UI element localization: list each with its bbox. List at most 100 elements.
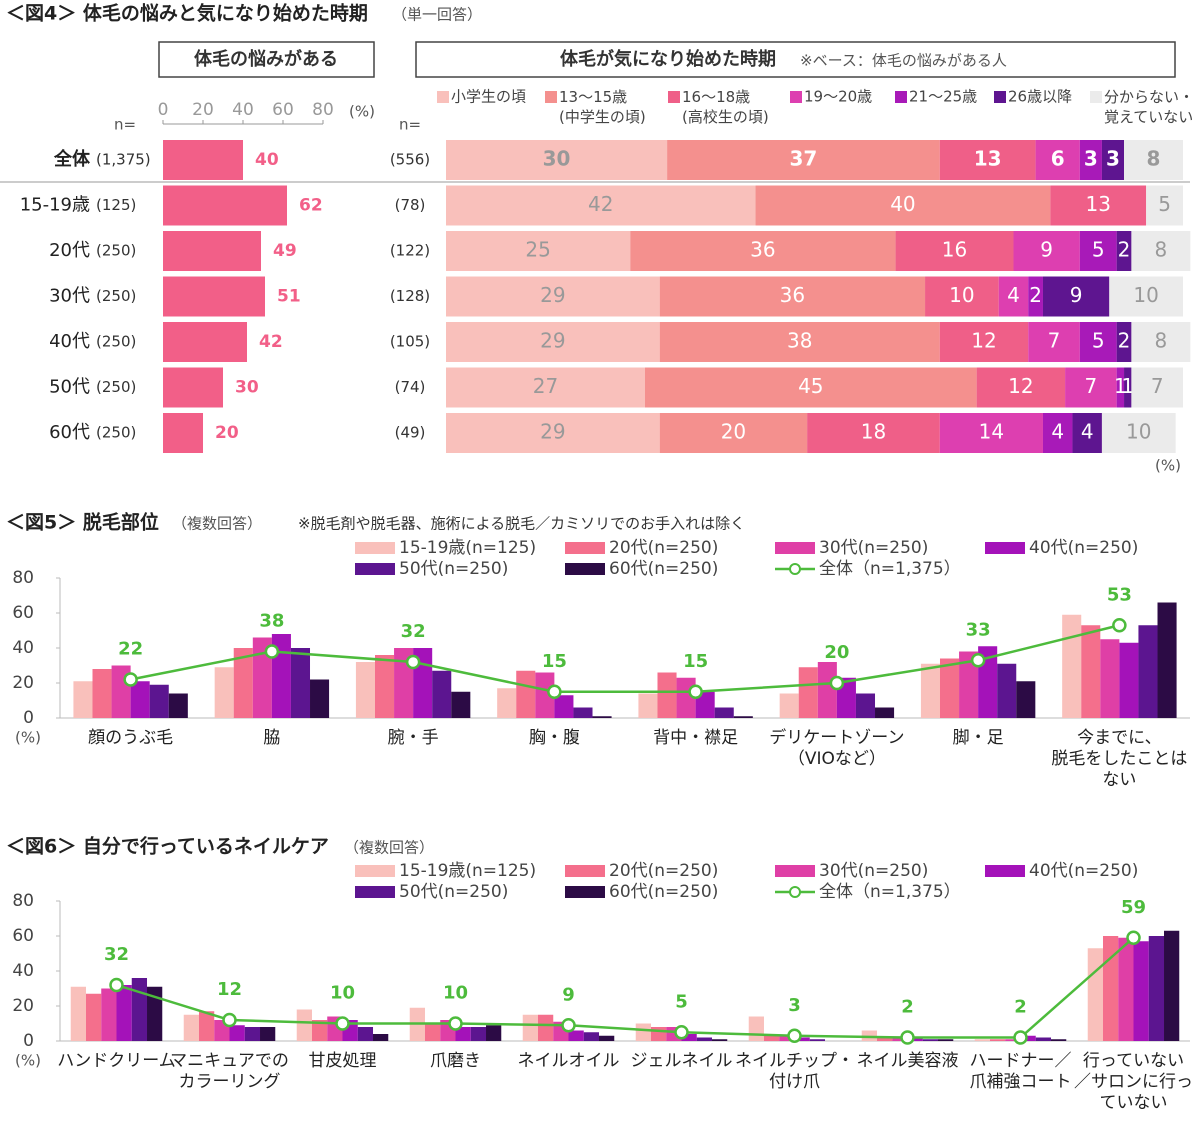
bar (424, 1023, 441, 1041)
point (829, 675, 845, 691)
bar (537, 1014, 554, 1041)
bar-segment (446, 413, 660, 453)
value-label: 20 (824, 642, 849, 663)
value-label: 62 (299, 196, 323, 216)
bar (809, 1039, 826, 1041)
legend-label: 15-19歳(n=125) (399, 538, 536, 558)
bar-segment (976, 367, 1066, 408)
bar (1062, 614, 1082, 718)
value-label: 51 (277, 287, 301, 307)
bar-segment (925, 276, 999, 317)
y-tick-label: 20 (12, 673, 34, 693)
point (900, 1030, 915, 1045)
bar (573, 707, 593, 718)
value-label: 13 (1086, 192, 1111, 216)
legend-swatch (565, 542, 605, 554)
n-value: (125) (96, 196, 136, 214)
bar-segment (1042, 413, 1073, 453)
legend-label: 30代(n=250) (819, 538, 928, 558)
bar-segment (939, 413, 1043, 453)
y-tick-label: 40 (12, 961, 34, 981)
bar (638, 693, 658, 718)
value-label: 12 (217, 979, 242, 1000)
bar (650, 1027, 667, 1041)
value-label: 45 (798, 374, 823, 398)
bar-segment (1101, 140, 1125, 180)
value-label: 16 (942, 238, 967, 262)
bar-segment (807, 413, 940, 453)
value-label: 3 (788, 995, 801, 1016)
legend-label: 40代(n=250) (1029, 861, 1138, 881)
y-tick-label: 60 (12, 926, 34, 946)
bar (131, 978, 148, 1041)
x-tick-label: ハンドクリーム (57, 1051, 176, 1071)
bar (1035, 1037, 1052, 1041)
value-label: 7 (1085, 374, 1098, 398)
bar (681, 1034, 697, 1041)
bar (198, 1011, 215, 1041)
bar (763, 1035, 780, 1041)
bar (311, 1020, 328, 1041)
value-label: 38 (787, 329, 812, 353)
value-label: 29 (540, 283, 565, 307)
bar-segment (1013, 231, 1080, 271)
bar-segment (755, 185, 1051, 226)
bar (290, 648, 311, 718)
value-label: 37 (790, 147, 818, 171)
bar (989, 1039, 1006, 1041)
point (547, 684, 562, 699)
bar (920, 663, 940, 718)
bar (714, 707, 734, 718)
legend-label: 20代(n=250) (609, 538, 718, 558)
legend-swatch (1090, 91, 1102, 103)
x-tick-label: ネイルチップ・付け爪 (735, 1051, 854, 1092)
value-label: 5 (1158, 192, 1171, 216)
value-label: 2 (1014, 997, 1027, 1018)
fig5-title: ＜図5＞ 脱毛部位 (6, 511, 159, 534)
bar-segment (1146, 185, 1183, 226)
bar (817, 662, 837, 718)
bar-segment (1131, 322, 1191, 362)
point (123, 672, 138, 687)
legend-swatch (565, 886, 605, 898)
value-label: 1 (1121, 374, 1134, 398)
bar (163, 140, 243, 180)
bar (233, 648, 253, 718)
bar (163, 367, 223, 408)
x-tick-label: 脇 (263, 728, 280, 748)
legend-label: 40代(n=250) (1029, 538, 1138, 558)
value-label: 3 (1106, 147, 1120, 171)
value-label: 32 (104, 944, 129, 965)
value-label: 20 (215, 423, 239, 443)
n-label: n= (399, 116, 421, 134)
n-value: (1,375) (96, 151, 151, 169)
legend-swatch (668, 91, 680, 103)
bar-segment (446, 367, 645, 408)
bar (214, 667, 234, 718)
bar-segment (1072, 413, 1102, 453)
legend-swatch (565, 865, 605, 877)
value-label: 8 (1147, 147, 1161, 171)
bar (455, 1027, 471, 1041)
point (448, 1016, 463, 1031)
value-label: 30 (543, 147, 571, 171)
bar-segment (1079, 140, 1102, 180)
x-tick-label: ネイルオイル (518, 1051, 620, 1071)
bar (522, 1014, 538, 1041)
legend-swatch (985, 865, 1025, 877)
legend-label: 分からない・覚えていない (1104, 88, 1194, 126)
legend-swatch (985, 542, 1025, 554)
bar (779, 693, 799, 718)
bar-segment (1109, 276, 1183, 317)
legend-label: 50代(n=250) (399, 559, 508, 579)
fig5-note: ※脱毛剤や脱毛器、施術による脱毛／カミソリでのお手入れは除く (298, 515, 745, 533)
legend-label: 小学生の頃 (451, 88, 526, 106)
bar (974, 1039, 990, 1041)
x-tick-label: 20 (192, 100, 214, 120)
bar-segment (1131, 367, 1183, 408)
bar (1164, 930, 1180, 1041)
value-label: 29 (540, 420, 565, 444)
value-label: 6 (1051, 147, 1065, 171)
bar-segment (1116, 231, 1132, 271)
category-label: 60代 (49, 422, 90, 443)
